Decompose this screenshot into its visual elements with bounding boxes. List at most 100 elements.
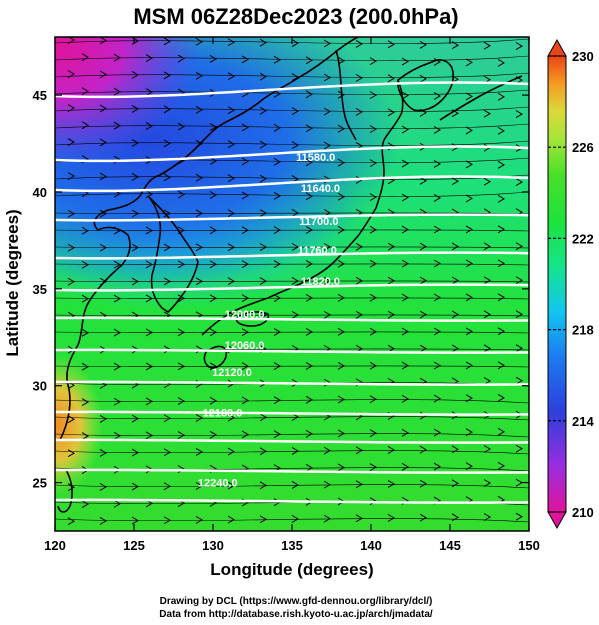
wind-arrow	[337, 361, 345, 370]
wind-arrow	[241, 123, 249, 132]
wind-arrow	[241, 55, 249, 64]
wind-arrow	[497, 92, 505, 101]
wind-arrow	[401, 57, 409, 66]
wind-arrow	[369, 361, 377, 370]
wind-arrow	[113, 328, 121, 337]
wind-arrow	[291, 481, 299, 489]
wind-arrow	[305, 429, 313, 438]
x-tick-label: 130	[202, 538, 224, 553]
wind-arrow	[227, 413, 235, 422]
wind-arrow	[305, 260, 313, 268]
wind-arrow	[291, 447, 299, 455]
wind-arrow	[419, 242, 427, 251]
wind-arrow	[146, 534, 152, 541]
wind-arrow	[433, 293, 441, 302]
wind-arrow	[305, 328, 313, 336]
wind-streamlines	[55, 37, 529, 541]
wind-arrow	[178, 534, 184, 541]
wind-arrow	[241, 226, 249, 235]
wind-arrow	[355, 39, 363, 48]
wind-arrow	[113, 431, 121, 440]
footer-credit: Drawing by DCL (https://www.gfd-dennou.o…	[160, 596, 433, 607]
x-tick-label: 125	[123, 538, 145, 553]
wind-arrow	[259, 209, 267, 218]
wind-arrow	[369, 91, 377, 100]
height-contour	[55, 380, 529, 386]
wind-arrow	[259, 174, 267, 183]
wind-arrow	[273, 157, 281, 166]
wind-arrow	[465, 126, 473, 135]
wind-arrow	[433, 92, 441, 100]
wind-arrow	[131, 104, 139, 113]
wind-arrow	[227, 209, 235, 218]
wind-arrow	[355, 73, 363, 82]
wind-arrow	[67, 172, 75, 180]
chart-title: MSM 06Z28Dec2023 (200.0hPa)	[133, 4, 458, 29]
streamline	[55, 433, 529, 438]
longitude-axis: 120 125 130 135 140 145 150	[44, 37, 540, 553]
wind-arrow	[323, 141, 331, 150]
wind-arrow	[306, 532, 312, 539]
wind-arrow	[273, 89, 281, 98]
wind-arrow	[145, 54, 153, 63]
wind-arrow	[465, 160, 473, 169]
wind-arrow	[227, 515, 235, 524]
wind-arrow	[401, 428, 409, 437]
wind-arrow	[177, 397, 185, 406]
wind-arrow	[209, 294, 217, 303]
colorbar-min-arrow	[547, 511, 567, 530]
wind-arrow	[163, 414, 171, 423]
wind-arrow	[259, 277, 267, 286]
wind-arrow	[227, 140, 235, 149]
wind-arrow	[291, 243, 299, 251]
wind-arrow	[177, 54, 185, 63]
colorbar: 230 226 222 218 214 210	[547, 38, 594, 530]
wind-arrow	[259, 38, 267, 47]
x-tick-label: 140	[360, 538, 382, 553]
x-axis-label: Longitude (degrees)	[210, 560, 373, 579]
streamline	[55, 518, 529, 523]
wind-arrow	[433, 194, 441, 202]
wind-arrow	[483, 177, 491, 186]
wind-arrow	[145, 226, 153, 235]
wind-arrow	[209, 157, 217, 165]
wind-arrow	[515, 276, 523, 285]
wind-arrow	[131, 172, 139, 181]
wind-arrow	[305, 362, 313, 370]
wind-arrow	[145, 88, 153, 97]
wind-arrow	[337, 327, 345, 336]
wind-arrow	[451, 41, 459, 50]
wind-arrow	[273, 362, 281, 370]
wind-arrow	[273, 226, 281, 234]
wind-arrow	[497, 393, 505, 402]
height-contour	[55, 410, 529, 416]
wind-arrow	[195, 71, 203, 80]
wind-arrow	[451, 513, 459, 522]
wind-arrow	[67, 277, 75, 286]
wind-arrow	[113, 121, 121, 130]
wind-arrow	[305, 294, 313, 302]
wind-arrow	[419, 479, 427, 488]
wind-arrow	[259, 481, 267, 490]
wind-arrow	[273, 396, 281, 405]
contour-label: 11760.0	[298, 245, 337, 257]
wind-arrow	[337, 293, 345, 302]
wind-arrow	[337, 192, 345, 201]
wind-arrow	[355, 310, 363, 319]
contour-label: 12120.0	[212, 367, 252, 379]
latitude-axis: 25 30 35 40 45	[33, 88, 529, 491]
wind-arrow	[163, 139, 171, 148]
colorbar-tick-label: 218	[572, 323, 594, 338]
wind-arrow	[451, 445, 459, 454]
wind-arrow	[465, 462, 473, 471]
wind-arrow	[305, 463, 313, 472]
wind-arrow	[195, 447, 203, 456]
wind-arrow	[433, 462, 441, 471]
wind-arrow	[241, 362, 249, 371]
wind-arrow	[451, 109, 459, 118]
wind-arrow	[81, 294, 89, 303]
wind-arrow	[369, 57, 377, 66]
wind-arrow	[195, 277, 203, 286]
wind-arrow	[338, 532, 344, 539]
wind-arrow	[291, 39, 299, 47]
